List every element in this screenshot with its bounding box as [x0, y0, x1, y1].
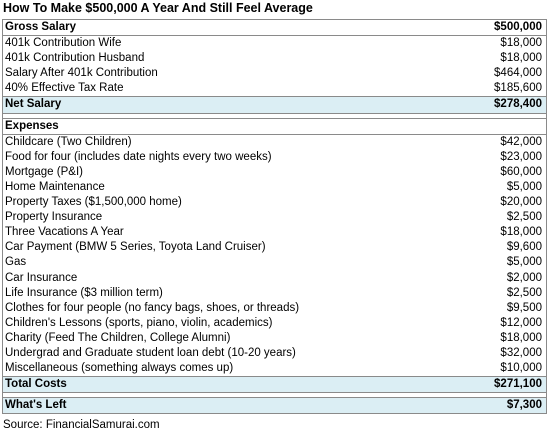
row-value: $42,000 [500, 135, 542, 148]
row-label: Property Insurance [5, 211, 103, 224]
table-row: Property Insurance $2,500 [3, 210, 546, 225]
row-label: Car Payment (BMW 5 Series, Toyota Land C… [5, 241, 266, 254]
row-label: Food for four (includes date nights ever… [5, 150, 272, 163]
row-label: Total Costs [5, 378, 67, 391]
table-row: Life Insurance ($3 million term) $2,500 [3, 286, 546, 301]
row-label: Childcare (Two Children) [5, 135, 132, 148]
row-label: Life Insurance ($3 million term) [5, 286, 163, 299]
table-row: Home Maintenance $5,000 [3, 180, 546, 195]
row-value: $18,000 [500, 331, 542, 344]
row-label: 401k Contribution Wife [5, 37, 122, 50]
row-label: Net Salary [5, 98, 62, 111]
row-value: $12,000 [500, 316, 542, 329]
table-row: Car Insurance $2,000 [3, 271, 546, 286]
table-row: Gas $5,000 [3, 255, 546, 270]
row-value: $2,500 [506, 211, 542, 224]
page-title: How To Make $500,000 A Year And Still Fe… [3, 1, 313, 15]
table-row: Miscellaneous (something always comes up… [3, 361, 546, 376]
row-label: Undergrad and Graduate student loan debt… [5, 346, 296, 359]
table-row: 401k Contribution Wife $18,000 [3, 36, 546, 51]
row-value: $20,000 [500, 196, 542, 209]
table-row: Property Taxes ($1,500,000 home) $20,000 [3, 195, 546, 210]
budget-table: Gross Salary $500,000 401k Contribution … [2, 19, 547, 415]
table-row: Children's Lessons (sports, piano, violi… [3, 316, 546, 331]
row-value: $5,000 [506, 256, 542, 269]
net-salary-row: Net Salary $278,400 [3, 96, 546, 114]
table-row: Salary After 401k Contribution $464,000 [3, 66, 546, 81]
row-value: $7,300 [506, 399, 542, 412]
table-row: Food for four (includes date nights ever… [3, 150, 546, 165]
row-value: $2,500 [506, 286, 542, 299]
row-label: Car Insurance [5, 271, 78, 284]
table-row: 401k Contribution Husband $18,000 [3, 51, 546, 66]
row-label: Clothes for four people (no fancy bags, … [5, 301, 300, 314]
table-row: Car Payment (BMW 5 Series, Toyota Land C… [3, 240, 546, 255]
row-value: $18,000 [500, 37, 542, 50]
row-value: $278,400 [494, 98, 542, 111]
section-heading: Expenses [5, 119, 59, 132]
table-row: Clothes for four people (no fancy bags, … [3, 301, 546, 316]
gross-salary-row: Gross Salary $500,000 [3, 20, 546, 37]
row-value: $464,000 [494, 67, 542, 80]
row-value: $60,000 [500, 165, 542, 178]
row-label: Mortgage (P&I) [5, 165, 83, 178]
row-label: Three Vacations A Year [5, 226, 124, 239]
row-value: $500,000 [494, 21, 542, 33]
row-value: $18,000 [500, 226, 542, 239]
table-row: Three Vacations A Year $18,000 [3, 225, 546, 240]
row-label: Gas [5, 256, 27, 269]
row-value: $32,000 [500, 346, 542, 359]
row-label: Property Taxes ($1,500,000 home) [5, 196, 182, 209]
table-row: Mortgage (P&I) $60,000 [3, 165, 546, 180]
table-row: Charity (Feed The Children, College Alum… [3, 331, 546, 346]
source-credit: Source: FinancialSamurai.com [3, 419, 160, 431]
row-value: $9,500 [506, 301, 542, 314]
row-value: $23,000 [500, 150, 542, 163]
table-row: 40% Effective Tax Rate $185,600 [3, 81, 546, 96]
row-label: Home Maintenance [5, 180, 105, 193]
row-label: 40% Effective Tax Rate [5, 82, 124, 95]
total-costs-row: Total Costs $271,100 [3, 376, 546, 394]
row-label: Miscellaneous (something always comes up… [5, 362, 234, 375]
row-value: $185,600 [494, 82, 542, 95]
row-value: $5,000 [506, 180, 542, 193]
row-label: What's Left [5, 399, 67, 412]
expenses-header-row: Expenses [3, 117, 546, 135]
table-row: Childcare (Two Children) $42,000 [3, 135, 546, 150]
row-label: Charity (Feed The Children, College Alum… [5, 331, 231, 344]
row-value: $10,000 [500, 362, 542, 375]
whats-left-row: What's Left $7,300 [3, 397, 546, 414]
row-value: $9,600 [506, 241, 542, 254]
table-row: Undergrad and Graduate student loan debt… [3, 346, 546, 361]
row-label: 401k Contribution Husband [5, 52, 145, 65]
row-value: $271,100 [494, 378, 542, 391]
row-label: Salary After 401k Contribution [5, 67, 158, 80]
row-label: Gross Salary [5, 21, 76, 33]
row-value: $18,000 [500, 52, 542, 65]
row-label: Children's Lessons (sports, piano, violi… [5, 316, 273, 329]
row-value: $2,000 [506, 271, 542, 284]
